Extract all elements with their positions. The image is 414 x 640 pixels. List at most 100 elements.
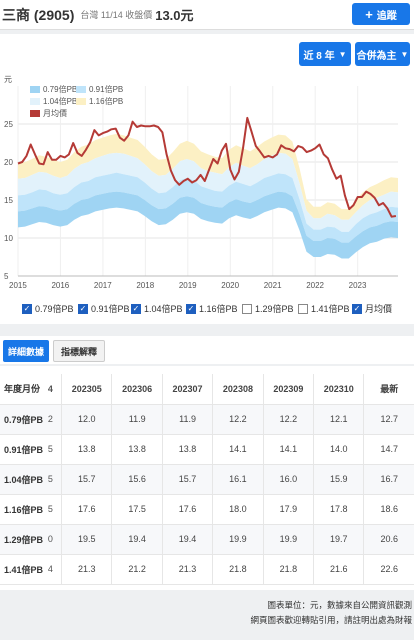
- page-footer: 圖表單位：元，數據來自公開資訊觀測 網頁圖表歡迎轉貼引用，請註明出處為財報: [0, 598, 414, 640]
- band-1.04倍PB: [18, 152, 398, 232]
- table-cell: 18.6: [363, 494, 414, 525]
- checkbox-pb-079[interactable]: ✓ 0.79倍PB: [22, 302, 74, 315]
- checkbox-label: 1.41倍PB: [311, 304, 350, 314]
- legend-label: 0.91倍PB: [89, 84, 123, 94]
- stock-header: 三商 (2905) 台灣 11/14 收盤價 13.0元 + 追蹤: [0, 0, 414, 30]
- table-cell: 19.9: [212, 524, 264, 555]
- table-header-row: 年度月份 4 202305 202306 202307 202308 20230…: [0, 374, 414, 405]
- table-cell: 17.8: [313, 494, 364, 525]
- legend-swatch: [30, 86, 40, 93]
- follow-label: 追蹤: [376, 10, 397, 22]
- checkbox-pb-104[interactable]: ✓ 1.04倍PB: [131, 302, 183, 315]
- row-label: 1.41倍PB: [0, 554, 48, 585]
- table-cell: 12.2: [212, 404, 264, 435]
- checkbox-box: ✓: [352, 303, 362, 314]
- checkbox-label: 0.91倍PB: [91, 304, 130, 314]
- chevron-down-icon: ▼: [338, 49, 347, 59]
- mode-select-button[interactable]: 合併為主 ▼: [355, 42, 410, 66]
- table-cell: 21.8: [262, 554, 314, 585]
- close-price: 13.0元: [155, 8, 194, 23]
- table-cell: 21.8: [212, 554, 264, 585]
- checkbox-box: ✓: [22, 303, 32, 314]
- legend-label: 0.79倍PB: [43, 84, 77, 94]
- checkbox-pb-141[interactable]: 1.41倍PB: [298, 302, 350, 315]
- table-row: 1.41倍PB 4 21.3 21.2 21.3 21.8 21.8 21.6 22.6: [0, 554, 414, 585]
- row-label: 1.16倍PB: [0, 494, 48, 525]
- table-cell: 21.2: [111, 554, 163, 585]
- table-cell: 19.4: [161, 524, 213, 555]
- checkbox-box: [242, 303, 252, 314]
- table-cell: 21.6: [313, 554, 364, 585]
- table-cell: 20.6: [363, 524, 414, 555]
- table-cell: 12.7: [363, 404, 414, 435]
- checkbox-pb-091[interactable]: ✓ 0.91倍PB: [78, 302, 130, 315]
- plus-icon: +: [365, 6, 373, 22]
- row-label: 1.04倍PB: [0, 464, 48, 495]
- tab-detail-data[interactable]: 詳細數據: [3, 340, 49, 362]
- range-select-button[interactable]: 近 8 年 ▼: [299, 42, 351, 66]
- x-tick-label: 2021: [264, 281, 282, 290]
- tab-indicator-explain[interactable]: 指標解釋: [53, 340, 105, 362]
- checkbox-box: ✓: [78, 303, 88, 314]
- table-cell: 13.8: [61, 434, 112, 465]
- x-tick-label: 2018: [136, 281, 154, 290]
- x-tick-label: 2016: [51, 281, 69, 290]
- pb-data-table-wrap[interactable]: 年度月份 4 202305 202306 202307 202308 20230…: [0, 366, 414, 590]
- table-cell: 14.0: [313, 434, 364, 465]
- follow-button[interactable]: + 追蹤: [352, 3, 410, 25]
- column-header: 202308: [212, 374, 264, 405]
- table-cell: 15.7: [61, 464, 112, 495]
- table-cell: 16.1: [212, 464, 264, 495]
- clipped-cell: 4: [47, 554, 62, 585]
- table-row: 1.04倍PB 5 15.7 15.6 15.7 16.1 16.0 15.9 16.7: [0, 464, 414, 495]
- table-cell: 12.1: [313, 404, 364, 435]
- x-tick-label: 2017: [94, 281, 112, 290]
- table-cell: 17.6: [161, 494, 213, 525]
- checkbox-pb-129[interactable]: 1.29倍PB: [242, 302, 294, 315]
- table-cell: 19.4: [111, 524, 163, 555]
- pb-data-table: 年度月份 4 202305 202306 202307 202308 20230…: [0, 374, 414, 585]
- table-cell: 14.1: [262, 434, 314, 465]
- column-header: 202310: [313, 374, 364, 405]
- legend-swatch: [30, 98, 40, 105]
- row-header-label: 年度月份: [0, 374, 48, 405]
- table-cell: 17.9: [262, 494, 314, 525]
- clipped-cell: 5: [47, 494, 62, 525]
- clipped-cell: 2: [47, 404, 62, 435]
- table-cell: 15.7: [161, 464, 213, 495]
- y-tick-label: 5: [4, 272, 9, 281]
- y-axis-unit-label: 元: [4, 75, 12, 84]
- stock-name: 三商 (2905): [2, 6, 75, 23]
- y-tick-label: 15: [4, 196, 13, 205]
- legend-swatch: [76, 98, 86, 105]
- checkbox-box: [298, 303, 308, 314]
- footer-note-source: 圖表單位：元，數據來自公開資訊觀測: [267, 600, 412, 610]
- table-row: 0.79倍PB 2 12.0 11.9 11.9 12.2 12.2 12.1 12.7: [0, 404, 414, 435]
- y-tick-label: 10: [4, 234, 13, 243]
- column-header: 202309: [262, 374, 314, 405]
- checkbox-pb-116[interactable]: ✓ 1.16倍PB: [186, 302, 238, 315]
- table-row: 0.91倍PB 5 13.8 13.8 13.8 14.1 14.1 14.0 14.7: [0, 434, 414, 465]
- checkbox-label: 0.79倍PB: [35, 304, 74, 314]
- clipped-cell: 5: [47, 434, 62, 465]
- row-label: 0.91倍PB: [0, 434, 48, 465]
- x-tick-label: 2020: [221, 281, 239, 290]
- table-cell: 21.3: [161, 554, 213, 585]
- table-cell: 11.9: [161, 404, 213, 435]
- column-header: 202307: [161, 374, 213, 405]
- data-tabs: 詳細數據 指標解釋: [0, 336, 414, 364]
- checkbox-monthly-avg[interactable]: ✓ 月均價: [352, 302, 392, 315]
- table-cell: 14.1: [212, 434, 264, 465]
- table-cell: 17.6: [61, 494, 112, 525]
- table-cell: 18.0: [212, 494, 264, 525]
- x-tick-label: 2019: [179, 281, 197, 290]
- range-label: 近 8 年: [303, 50, 335, 62]
- legend-swatch: [76, 86, 86, 93]
- legend-label: 1.04倍PB: [43, 96, 77, 106]
- table-cell: 12.2: [262, 404, 314, 435]
- table-cell: 19.9: [262, 524, 314, 555]
- table-cell: 11.9: [111, 404, 163, 435]
- series-checkbox-bar: ✓ 0.79倍PB ✓ 0.91倍PB ✓ 1.04倍PB ✓ 1.16倍PB 1.29…: [0, 302, 414, 320]
- market-date: 台灣 11/14 收盤價: [80, 10, 153, 20]
- table-cell: 19.5: [61, 524, 112, 555]
